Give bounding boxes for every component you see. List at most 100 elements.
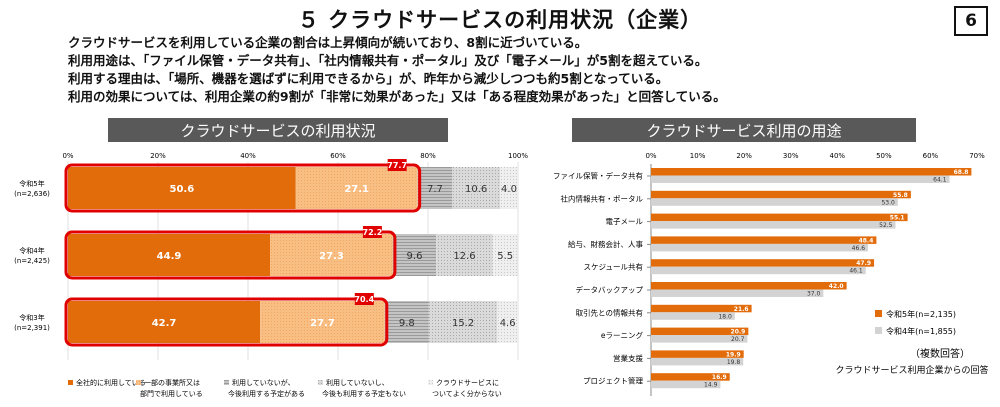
bar — [651, 373, 730, 381]
legend-label: 全社的に利用している — [76, 378, 146, 387]
bar — [651, 289, 824, 297]
legend-swatch — [428, 380, 433, 385]
category-label: 社内情報共有・ポータル — [561, 193, 644, 203]
page-title: ５ クラウドサービスの利用状況（企業） — [297, 8, 703, 32]
category-label: データバックアップ — [576, 285, 644, 295]
x-tick-label: 60% — [330, 152, 346, 160]
bar-segment — [392, 234, 437, 276]
legend-label: 今後も利用する予定もない — [322, 389, 406, 398]
bar-segment — [260, 301, 385, 343]
data-label: 64.1 — [933, 177, 947, 184]
bar-segment — [270, 234, 393, 276]
bar — [651, 380, 721, 389]
category-label: 取引先との情報共有 — [576, 307, 644, 317]
x-tick-label: 10% — [690, 152, 706, 160]
data-label: 15.2 — [452, 318, 474, 329]
legend-label: 令和4年(n=1,855) — [886, 326, 956, 336]
legend-label: 一部の事業所又は — [144, 378, 200, 387]
x-tick-label: 60% — [923, 152, 939, 160]
bar — [651, 168, 972, 176]
x-tick-label: 50% — [876, 152, 892, 160]
data-label: 14.9 — [704, 382, 718, 389]
total-label: 77.7 — [387, 161, 407, 170]
data-label: 55.8 — [893, 192, 908, 199]
page-number: 6 — [954, 6, 988, 36]
legend-label: 令和5年(n=2,135) — [886, 309, 956, 319]
bar — [651, 335, 748, 343]
bar — [651, 259, 875, 267]
data-label: 47.9 — [856, 260, 871, 267]
x-tick-label: 100% — [508, 152, 528, 160]
data-label: 52.5 — [879, 222, 893, 229]
bar — [651, 175, 950, 183]
legend-swatch — [875, 310, 882, 317]
data-label: 16.9 — [712, 374, 727, 381]
bar — [651, 282, 847, 290]
category-label: プロジェクト管理 — [583, 376, 643, 386]
data-label: 27.1 — [344, 184, 369, 195]
x-tick-label: 20% — [736, 152, 752, 160]
total-badge — [387, 159, 407, 171]
category-n-label: (n=2,391) — [14, 324, 50, 332]
data-label: 42.0 — [829, 283, 844, 290]
bar — [651, 190, 911, 199]
x-tick-label: 0% — [62, 152, 73, 160]
summary-line: 利用用途は、「ファイル保管・データ共有」、「社内情報共有・ポータル」及び「電子メ… — [68, 53, 708, 68]
category-n-label: (n=2,636) — [14, 190, 50, 198]
bar-segment — [452, 167, 500, 209]
bar-segment — [384, 301, 429, 343]
category-label: 給与、財務会計、人事 — [568, 239, 643, 249]
legend-swatch — [318, 380, 323, 385]
bar — [651, 213, 908, 222]
data-label: 44.9 — [157, 251, 182, 262]
x-tick-label: 80% — [420, 152, 436, 160]
summary-line: クラウドサービスを利用している企業の割合は上昇傾向が続いており、8割に近づいてい… — [68, 35, 588, 50]
legend-label: 今後利用する予定がある — [228, 389, 305, 398]
bar — [651, 243, 869, 252]
bar-segment — [428, 301, 498, 343]
bar-segment — [500, 167, 518, 209]
data-label: 4.6 — [500, 318, 516, 329]
bar — [651, 312, 735, 320]
total-label: 70.4 — [354, 295, 374, 304]
data-label: 18.0 — [718, 313, 732, 320]
legend-label: ついてよく分からない — [432, 389, 502, 398]
bar — [651, 236, 877, 244]
data-label: 20.9 — [731, 329, 746, 336]
category-label: 令和5年 — [19, 179, 44, 188]
category-label: 令和4年 — [19, 246, 44, 255]
data-label: 7.7 — [427, 184, 443, 195]
bar-segment — [68, 234, 271, 276]
total-badge — [362, 226, 382, 238]
data-label: 9.8 — [399, 318, 415, 329]
usage-highlight-outline — [64, 163, 422, 213]
data-label: 46.1 — [849, 268, 863, 275]
category-label: 電子メール — [606, 217, 644, 226]
legend-swatch — [136, 380, 141, 385]
right-chart-banner: クラウドサービス利用の用途 — [572, 118, 916, 142]
bar-segment — [295, 167, 418, 209]
category-label: eラーニング — [601, 330, 644, 340]
usage-purpose-chart: （複数回答） クラウドサービス利用企業からの回答 0% 10% 20% 30% 40% 5… — [553, 152, 989, 396]
x-tick-label: 40% — [830, 152, 846, 160]
bar — [651, 357, 744, 366]
total-label: 72.2 — [363, 228, 383, 237]
usage-highlight-outline — [64, 230, 397, 280]
data-label: 68.8 — [954, 169, 969, 176]
legend-label: 利用していないが、 — [232, 378, 295, 387]
x-tick-label: 70% — [969, 152, 985, 160]
x-tick-label: 20% — [150, 152, 166, 160]
data-label: 37.0 — [807, 291, 821, 298]
total-badge — [354, 293, 374, 305]
data-label: 42.7 — [152, 318, 177, 329]
data-label: 21.6 — [734, 306, 749, 313]
legend-label: 部門で利用している — [140, 389, 203, 398]
bar — [651, 198, 898, 206]
data-label: 50.6 — [170, 184, 195, 195]
bar — [651, 327, 749, 336]
bar-segment — [497, 301, 518, 343]
usage-status-chart: 0% 20% 40% 60% 80% 100% 令和5年 (n=2,636) 50.6 27.1 7… — [14, 152, 528, 398]
data-label: 10.6 — [465, 184, 487, 195]
legend-label: 利用していないし、 — [326, 378, 389, 387]
x-tick-label: 40% — [240, 152, 256, 160]
